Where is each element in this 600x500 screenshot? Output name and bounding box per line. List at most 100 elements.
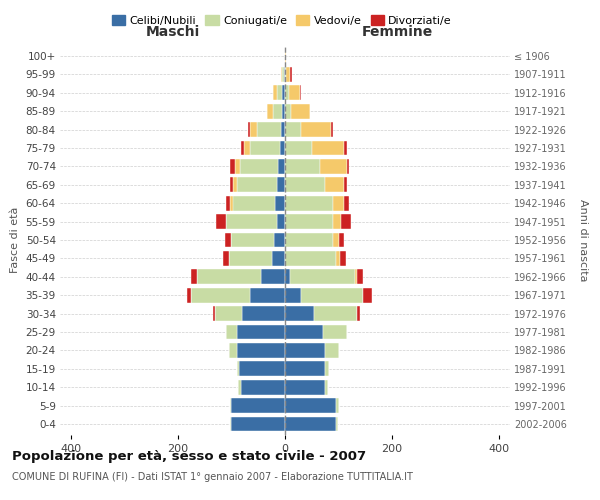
Bar [285, 67, 286, 82]
Bar [217, 214, 226, 229]
Bar [340, 251, 346, 266]
Bar [232, 416, 285, 432]
Bar [197, 270, 261, 284]
Bar [229, 343, 237, 357]
Bar [301, 288, 362, 302]
Bar [336, 398, 338, 413]
Bar [336, 251, 340, 266]
Bar [235, 159, 240, 174]
Bar [325, 362, 329, 376]
Bar [285, 140, 312, 156]
Bar [274, 232, 285, 248]
Bar [362, 288, 373, 302]
Bar [285, 104, 292, 118]
Bar [268, 104, 272, 118]
Bar [187, 288, 191, 302]
Bar [290, 270, 355, 284]
Bar [301, 122, 331, 137]
Bar [230, 178, 233, 192]
Bar [285, 362, 325, 376]
Bar [237, 324, 285, 340]
Bar [237, 362, 239, 376]
Bar [257, 122, 281, 137]
Bar [333, 196, 344, 210]
Bar [285, 86, 289, 100]
Bar [325, 380, 328, 394]
Bar [347, 159, 349, 174]
Bar [358, 270, 362, 284]
Bar [237, 178, 277, 192]
Bar [323, 324, 347, 340]
Bar [281, 122, 285, 137]
Bar [233, 178, 237, 192]
Bar [338, 232, 344, 248]
Legend: Celibi/Nubili, Coniugati/e, Vedovi/e, Divorziati/e: Celibi/Nubili, Coniugati/e, Vedovi/e, Di… [107, 10, 457, 30]
Bar [241, 140, 244, 156]
Bar [240, 159, 277, 174]
Bar [300, 86, 301, 100]
Bar [285, 232, 333, 248]
Bar [239, 362, 285, 376]
Bar [272, 251, 285, 266]
Bar [230, 196, 233, 210]
Bar [275, 196, 285, 210]
Bar [230, 416, 232, 432]
Bar [280, 140, 285, 156]
Bar [285, 251, 336, 266]
Bar [212, 306, 215, 321]
Bar [215, 306, 242, 321]
Bar [285, 122, 301, 137]
Bar [331, 122, 333, 137]
Y-axis label: Anni di nascita: Anni di nascita [578, 198, 588, 281]
Bar [285, 48, 286, 64]
Text: COMUNE DI RUFINA (FI) - Dati ISTAT 1° gennaio 2007 - Elaborazione TUTTITALIA.IT: COMUNE DI RUFINA (FI) - Dati ISTAT 1° ge… [12, 472, 413, 482]
Bar [285, 306, 314, 321]
Bar [277, 159, 285, 174]
Bar [230, 398, 232, 413]
Bar [325, 343, 338, 357]
Bar [285, 178, 325, 192]
Bar [242, 306, 285, 321]
Bar [277, 178, 285, 192]
Bar [238, 380, 241, 394]
Bar [191, 288, 250, 302]
Bar [344, 178, 347, 192]
Bar [289, 86, 300, 100]
Bar [333, 232, 338, 248]
Bar [325, 178, 344, 192]
Bar [285, 214, 333, 229]
Bar [285, 380, 325, 394]
Bar [225, 232, 232, 248]
Bar [285, 416, 336, 432]
Bar [250, 140, 280, 156]
Bar [333, 214, 341, 229]
Bar [285, 324, 323, 340]
Bar [250, 288, 285, 302]
Bar [244, 140, 250, 156]
Bar [250, 122, 257, 137]
Bar [232, 398, 285, 413]
Bar [281, 67, 283, 82]
Bar [285, 398, 336, 413]
Bar [283, 67, 284, 82]
Bar [320, 159, 347, 174]
Bar [341, 214, 351, 229]
Bar [358, 306, 360, 321]
Bar [277, 86, 283, 100]
Bar [336, 416, 337, 432]
Y-axis label: Fasce di età: Fasce di età [10, 207, 20, 273]
Bar [241, 380, 285, 394]
Bar [232, 196, 275, 210]
Bar [248, 122, 250, 137]
Bar [223, 251, 229, 266]
Text: Maschi: Maschi [145, 26, 200, 40]
Bar [312, 140, 344, 156]
Bar [284, 67, 285, 82]
Bar [191, 270, 197, 284]
Bar [285, 270, 290, 284]
Bar [229, 251, 272, 266]
Bar [314, 306, 358, 321]
Bar [272, 104, 283, 118]
Bar [285, 159, 320, 174]
Bar [272, 86, 277, 100]
